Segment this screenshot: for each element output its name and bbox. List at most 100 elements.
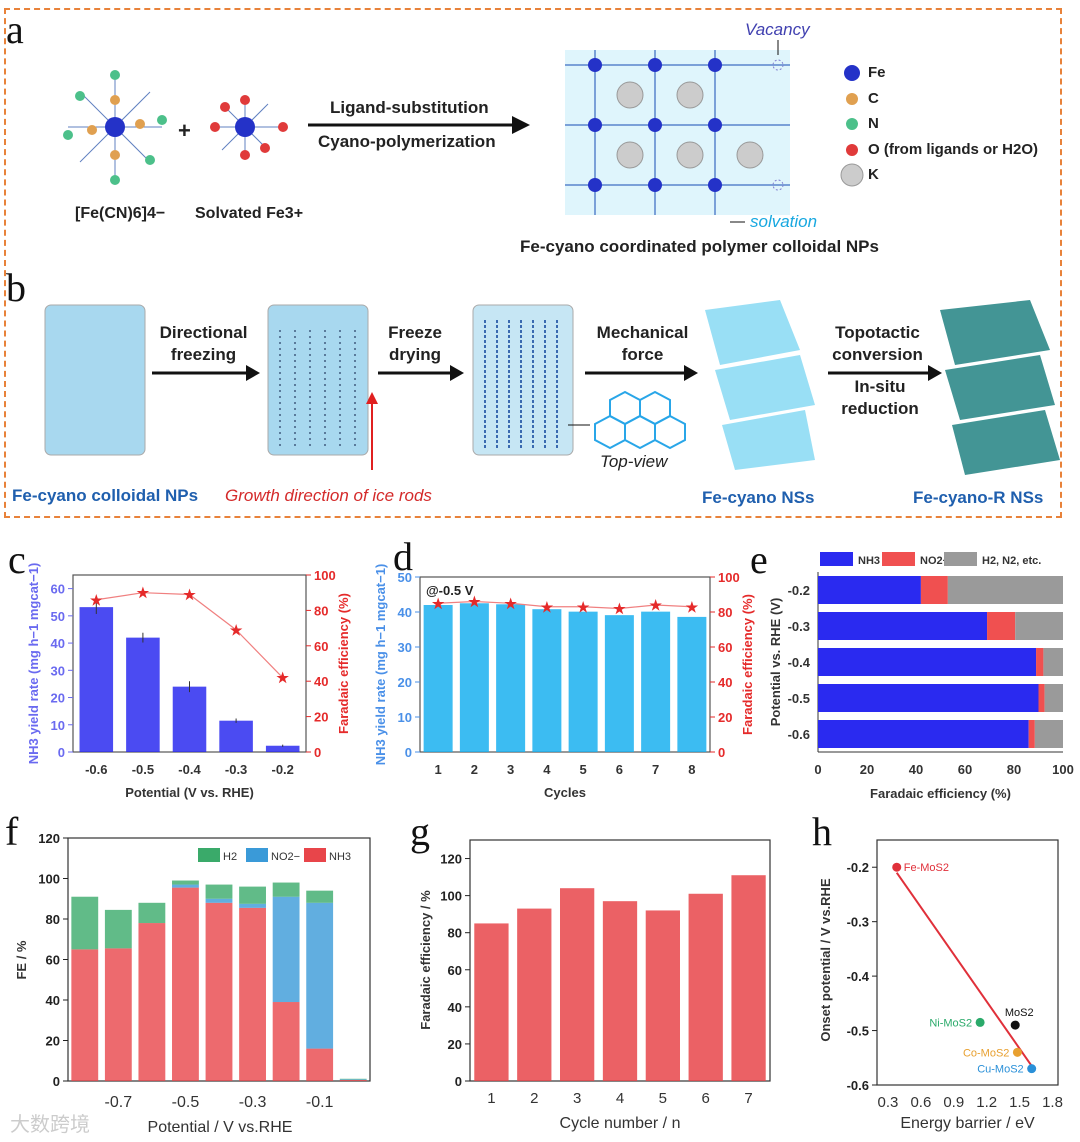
- g-y-tick-label: 40: [448, 1000, 462, 1015]
- c-y2-tick-label: 0: [314, 745, 321, 760]
- d-y2-tick-label: 20: [718, 710, 732, 725]
- e-x-tick-label: 60: [958, 762, 972, 777]
- c-bar: [265, 745, 300, 752]
- g-x-tick-label: 4: [616, 1090, 624, 1107]
- g-x-tick-label: 1: [487, 1090, 495, 1107]
- c-y2-tick-label: 60: [314, 639, 328, 654]
- f-bar-segment: [138, 923, 166, 1081]
- e-bar-segment: [1015, 612, 1063, 640]
- f-bar-segment: [172, 880, 199, 885]
- vacancy-label: Vacancy: [745, 20, 810, 39]
- e-x-tick-label: 40: [909, 762, 923, 777]
- d-y2-tick-label: 100: [718, 570, 740, 585]
- e-bar-segment: [1028, 720, 1035, 748]
- f-bar-segment: [339, 1078, 367, 1080]
- c-fe-star: ★: [90, 592, 103, 608]
- h-x-tick-label: 0.6: [910, 1094, 931, 1111]
- f-x-tick-label: -0.3: [239, 1094, 267, 1111]
- fe-cyano-r-nss-label: Fe-cyano-R NSs: [913, 488, 1044, 507]
- h-point: [1010, 1020, 1020, 1030]
- f-y-tick-label: 120: [38, 831, 60, 846]
- c-fe-star: ★: [230, 622, 243, 638]
- f-legend-swatch: [304, 848, 326, 862]
- panel-letter-b: b: [6, 265, 26, 310]
- g-x-tick-label: 7: [744, 1090, 752, 1107]
- watermark: 大数跨境: [10, 1114, 90, 1136]
- e-y-tick-label: -0.6: [788, 727, 810, 742]
- e-bar-segment: [818, 648, 1037, 676]
- c-bar: [219, 720, 253, 752]
- fe-cyano-nanosheets-icon: [705, 300, 815, 470]
- h-x-tick-label: 0.3: [878, 1094, 899, 1111]
- e-x-axis-label: Faradaic efficiency (%): [870, 786, 1011, 801]
- d-bar: [677, 616, 707, 752]
- colloidal-nps-label: Fe-cyano colloidal NPs: [12, 486, 199, 505]
- panel-letter-h: h: [812, 809, 832, 854]
- hexagon-top-view-icon: [594, 390, 686, 450]
- reactant1-label: [Fe(CN)6]4−: [75, 205, 166, 222]
- g-x-axis-label: Cycle number / n: [560, 1115, 681, 1132]
- h-plot-frame: [876, 839, 1059, 1086]
- h-point-label: Fe-MoS2: [904, 862, 949, 874]
- legend-o: O (from ligands or H2O): [868, 141, 1039, 158]
- d-x-tick-label: 4: [543, 762, 551, 777]
- d-y2-tick-label: 80: [718, 605, 732, 620]
- g-x-tick-label: 5: [659, 1090, 667, 1107]
- h-point: [1012, 1047, 1022, 1057]
- c-y-tick-label: 0: [58, 745, 65, 760]
- d-y-tick-label: 20: [398, 675, 412, 690]
- c-y2-axis-label: Faradaic efficiency (%): [336, 593, 351, 734]
- h-point-label: Co-MoS2: [963, 1047, 1009, 1059]
- g-bar: [602, 901, 638, 1081]
- f-x-tick-label: -0.1: [306, 1094, 334, 1111]
- d-x-tick-label: 5: [580, 762, 587, 777]
- f-legend-label: NO2−: [271, 851, 300, 863]
- step1-label: Directional freezing: [159, 323, 248, 364]
- f-bar-segment: [205, 902, 233, 1081]
- f-x-axis-label: Potential / V vs.RHE: [148, 1119, 293, 1136]
- d-fe-star: ★: [468, 594, 481, 610]
- h-point: [892, 862, 902, 872]
- g-bar: [688, 893, 723, 1081]
- g-y-tick-label: 80: [448, 926, 462, 941]
- f-bar-segment: [71, 896, 99, 950]
- g-y-tick-label: 20: [448, 1037, 462, 1052]
- e-bar-segment: [818, 576, 921, 604]
- e-legend-swatch: [820, 552, 853, 566]
- g-y-tick-label: 100: [440, 889, 462, 904]
- g-y-axis-label: Faradaic efficiency / %: [418, 890, 433, 1030]
- f-bar-segment: [104, 948, 132, 1081]
- d-bar: [459, 603, 489, 752]
- f-bar-segment: [71, 949, 99, 1081]
- c-y-tick-label: 40: [51, 636, 65, 651]
- d-fe-line: [438, 600, 692, 610]
- d-fe-star: ★: [504, 595, 517, 611]
- d-x-axis-label: Cycles: [544, 785, 586, 800]
- e-x-tick-label: 20: [860, 762, 874, 777]
- e-y-tick-label: -0.2: [788, 583, 810, 598]
- f-y-tick-label: 80: [46, 912, 60, 927]
- h-x-axis-label: Energy barrier / eV: [900, 1115, 1035, 1132]
- h-x-tick-label: 0.9: [943, 1094, 964, 1111]
- product-label: Fe-cyano coordinated polymer colloidal N…: [520, 237, 879, 256]
- f-legend-swatch: [246, 848, 268, 862]
- d-y-tick-label: 30: [398, 640, 412, 655]
- f-bar-segment: [306, 902, 334, 1049]
- d-bar: [423, 605, 453, 752]
- h-x-tick-label: 1.2: [976, 1094, 997, 1111]
- g-bar: [560, 888, 595, 1081]
- g-bar: [645, 910, 680, 1081]
- h-point: [1027, 1064, 1037, 1074]
- c-bar: [172, 686, 207, 752]
- g-bar: [731, 875, 766, 1081]
- e-x-tick-label: 0: [814, 762, 821, 777]
- f-bar-segment: [205, 898, 233, 903]
- c-x-tick-label: -0.6: [85, 762, 107, 777]
- h-point-label: Ni-MoS2: [929, 1017, 972, 1029]
- h-y-tick-label: -0.2: [847, 860, 869, 875]
- c-x-tick-label: -0.2: [271, 762, 293, 777]
- f-bar-segment: [339, 1079, 367, 1081]
- c-y-tick-label: 50: [51, 609, 65, 624]
- f-bar-segment: [306, 890, 334, 903]
- c-y2-tick-label: 100: [314, 568, 336, 583]
